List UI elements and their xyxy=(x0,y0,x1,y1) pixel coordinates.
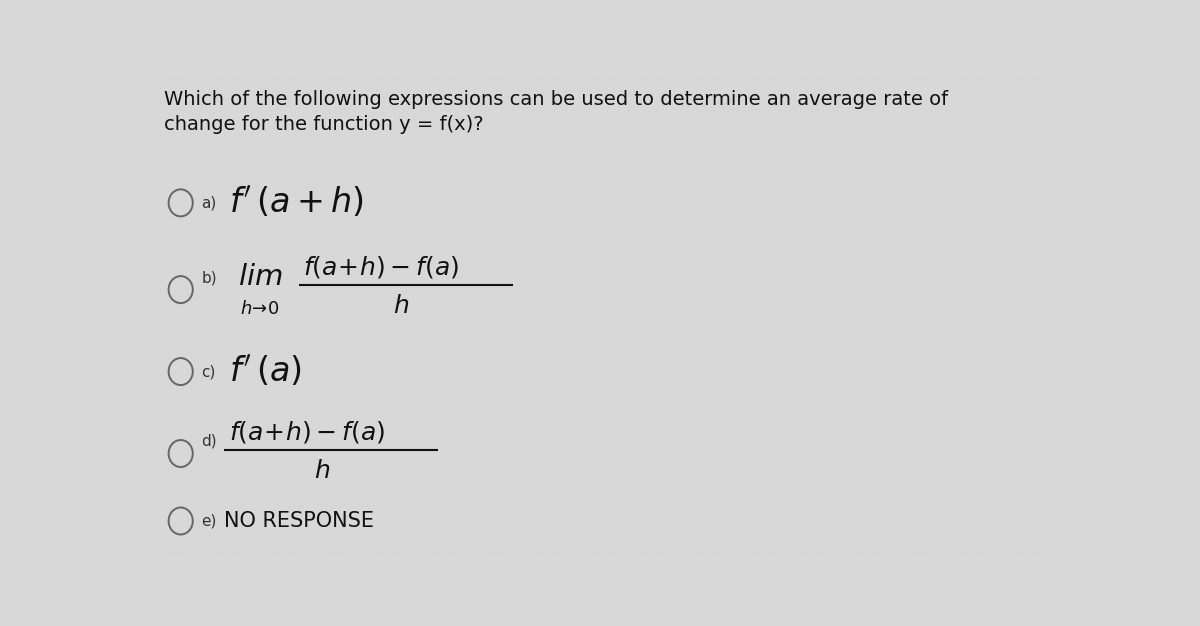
Text: $f'\,(a)$: $f'\,(a)$ xyxy=(229,354,301,389)
Text: d): d) xyxy=(202,434,217,449)
Text: $h$: $h$ xyxy=(314,459,330,483)
Text: $f(a\!+\!h)-f(a)$: $f(a\!+\!h)-f(a)$ xyxy=(229,419,385,445)
Text: NO RESPONSE: NO RESPONSE xyxy=(224,511,374,531)
Text: a): a) xyxy=(202,195,216,210)
Text: $f(a\!+\!h)-f(a)$: $f(a\!+\!h)-f(a)$ xyxy=(304,254,460,280)
Text: $f'\,(a+h)$: $f'\,(a+h)$ xyxy=(229,185,364,220)
Text: $h$: $h$ xyxy=(394,294,409,319)
Text: Which of the following expressions can be used to determine an average rate of
c: Which of the following expressions can b… xyxy=(164,90,948,133)
Text: $h\!\rightarrow\!0$: $h\!\rightarrow\!0$ xyxy=(240,300,280,318)
Text: $\mathit{lim}$: $\mathit{lim}$ xyxy=(239,262,283,290)
Text: c): c) xyxy=(202,364,216,379)
Text: e): e) xyxy=(202,513,216,528)
Text: b): b) xyxy=(202,270,217,285)
